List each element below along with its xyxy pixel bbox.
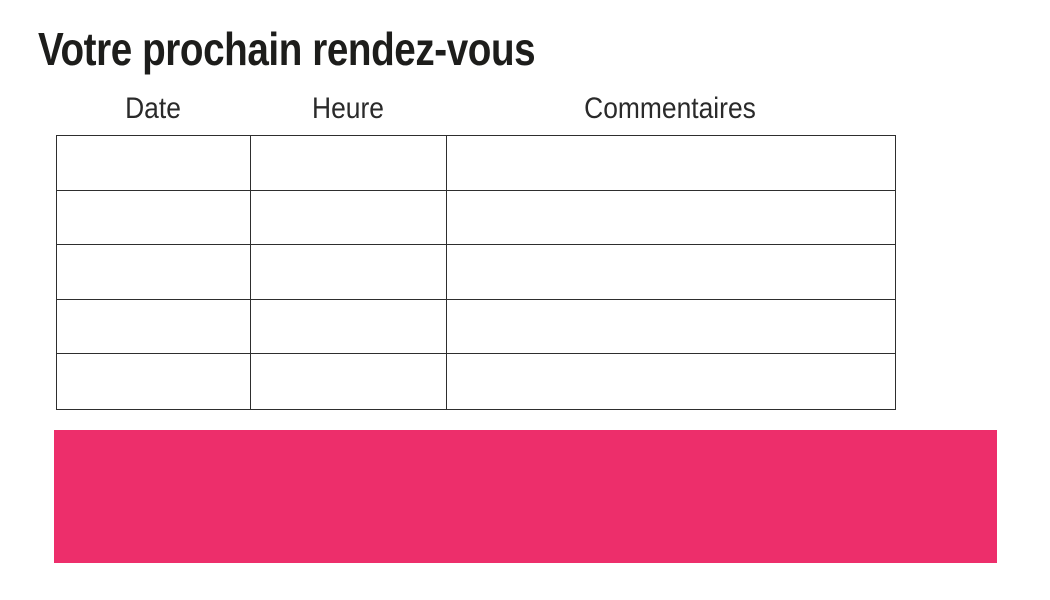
table-cell-heure-3 [251, 245, 447, 300]
table-cell-heure-1 [251, 136, 447, 191]
table-cell-heure-5 [251, 354, 447, 409]
table-cell-date-4 [57, 299, 251, 355]
table-cell-commentaires-3 [447, 245, 895, 300]
table-header-commentaires: Commentaires [584, 92, 756, 125]
table-cell-date-5 [57, 354, 251, 409]
page-title: Votre prochain rendez-vous [38, 23, 536, 75]
table-header-date: Date [125, 92, 181, 125]
table-cell-commentaires-5 [447, 354, 895, 409]
table-header-row: Date Heure Commentaires [56, 92, 894, 126]
table-cell-commentaires-4 [447, 300, 895, 355]
table-cell-commentaires-2 [447, 191, 895, 246]
appointments-table [56, 135, 896, 410]
table-cell-heure-4 [251, 299, 447, 355]
table-cell-date-3 [57, 245, 251, 300]
promo-banner [54, 430, 997, 563]
table-header-heure: Heure [312, 92, 384, 125]
table-cell-date-2 [57, 190, 251, 246]
table-cell-heure-2 [251, 190, 447, 246]
table-cell-date-1 [57, 136, 251, 191]
table-cell-commentaires-1 [447, 136, 895, 191]
